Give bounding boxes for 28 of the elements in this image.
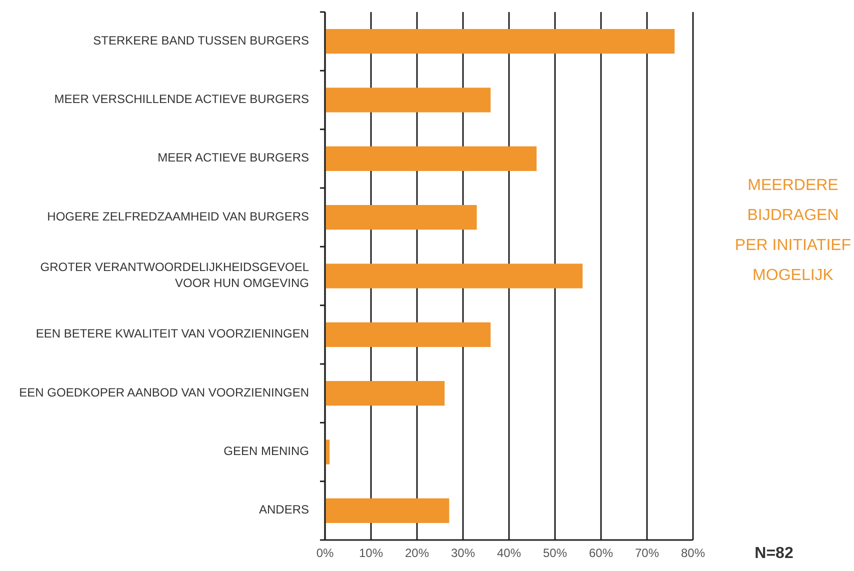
y-tick-label: GROTER VERANTWOORDELIJKHEIDSGEVOEL VOOR HUN OMGEVING xyxy=(40,260,310,290)
text: MEERDERE BIJDRAGEN PER INITIATIEF MOGELIJK xyxy=(734,177,852,284)
text: N=82 xyxy=(754,545,794,562)
x-tick-label: 70% xyxy=(634,546,660,560)
y-tick-label: MEER ACTIEVE BURGERS xyxy=(158,150,309,165)
y-tick-label: STERKERE BAND TUSSEN BURGERS xyxy=(93,34,309,48)
bar xyxy=(325,264,583,288)
y-tick-label: HOGERE ZELFREDZAAMHEID VAN BURGERS xyxy=(47,210,309,224)
y-tick-label: MEER VERSCHILLENDE ACTIEVE BURGERS xyxy=(54,92,309,106)
x-tick-label: 30% xyxy=(450,546,476,560)
x-tick-label: 20% xyxy=(404,546,430,560)
bar xyxy=(325,88,491,112)
x-tick-label: 80% xyxy=(680,546,706,560)
x-tick-label: 0% xyxy=(316,546,334,560)
y-tick-label: ANDERS xyxy=(258,502,309,517)
y-tick-label: GEEN MENING xyxy=(224,444,309,458)
bar xyxy=(325,381,445,406)
bar xyxy=(325,498,450,523)
x-tick-label: 50% xyxy=(542,546,568,560)
x-tick-label: 40% xyxy=(496,546,522,560)
y-tick-label: EEN BETERE KWALITEIT VAN VOORZIENINGEN xyxy=(36,326,309,341)
bar xyxy=(325,322,491,347)
bar xyxy=(325,205,477,230)
y-tick-label: EEN GOEDKOPER AANBOD VAN VOORZIENINGEN xyxy=(19,386,309,400)
bar xyxy=(325,146,537,171)
bar xyxy=(325,29,675,54)
x-tick-label: 60% xyxy=(588,546,614,560)
x-tick-label: 10% xyxy=(358,546,384,560)
